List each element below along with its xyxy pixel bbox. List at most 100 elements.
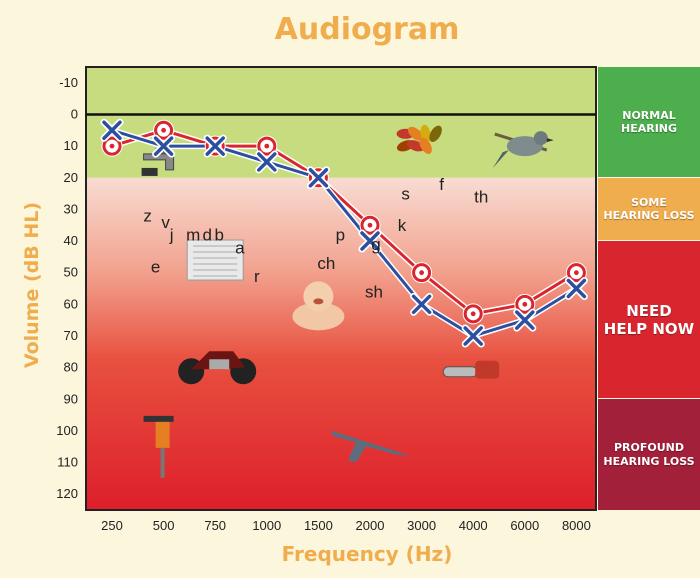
hearing-band-2: NEED HELP NOW <box>598 241 700 399</box>
circle-marker <box>205 136 225 156</box>
x-marker <box>102 120 122 141</box>
circle-marker-dot <box>161 127 167 133</box>
illustrations-layer <box>141 124 554 478</box>
x-tick-label: 250 <box>101 518 123 533</box>
x-marker <box>360 231 380 251</box>
speech-sound-z: z <box>143 207 152 226</box>
baby-head <box>303 281 334 312</box>
plot-frame <box>85 66 597 511</box>
circle-marker-dot <box>574 270 579 276</box>
circle-marker <box>102 136 122 156</box>
x-tick-label: 1500 <box>304 518 333 533</box>
jackhammer-icon <box>143 415 174 478</box>
ac-body <box>186 239 244 281</box>
speech-sound-k: k <box>398 216 407 235</box>
speech-sound-th: th <box>474 188 488 207</box>
circle-marker-dot <box>470 311 476 317</box>
jackhammer-body <box>155 421 170 448</box>
hearing-band-1: SOME HEARING LOSS <box>598 177 700 241</box>
baby-mouth <box>313 298 324 305</box>
circle-marker-dot <box>367 222 373 228</box>
y-tick-label: 0 <box>71 106 78 121</box>
y-tick-label: 40 <box>64 233 78 248</box>
y-tick-label: 20 <box>64 170 78 185</box>
y-tick-label: 50 <box>64 265 78 280</box>
speech-sound-a: a <box>235 238 245 257</box>
y-tick-label: 80 <box>64 360 78 375</box>
hearing-band-label: SOME <box>631 195 667 209</box>
faucet-base <box>141 167 158 176</box>
x-marker <box>257 152 277 172</box>
plot-zone-1 <box>86 177 596 510</box>
speech-sounds-layer: z vj m d ba e r p kg ch sh f s th <box>143 175 488 302</box>
speech-sound-b: b <box>214 226 223 245</box>
speech-sound-v: v <box>161 213 170 232</box>
bird-icon <box>492 131 554 169</box>
air-conditioner-icon <box>186 239 244 281</box>
x-marker <box>463 326 483 346</box>
x-tick-label: 6000 <box>510 518 539 533</box>
bird-head <box>533 131 548 146</box>
baby-body <box>292 302 345 331</box>
jackhammer-bit <box>160 447 165 478</box>
bird-beak <box>546 138 554 143</box>
y-tick-label: 90 <box>64 391 78 406</box>
circle-marker <box>566 263 586 283</box>
motorcycle-icon <box>178 351 257 385</box>
speech-sound-r: r <box>254 267 260 286</box>
x-tick-label: 2000 <box>356 518 385 533</box>
y-tick-label: -10 <box>59 75 78 90</box>
y-tick-label: 60 <box>64 296 78 311</box>
bird-tail <box>492 150 509 169</box>
circle-marker <box>308 168 328 188</box>
circle-marker <box>412 263 432 283</box>
hearing-band-label: NEED <box>626 301 672 320</box>
circle-marker <box>257 136 277 156</box>
leaves-icon <box>396 124 442 154</box>
engine <box>209 359 230 370</box>
speech-sound-sh: sh <box>365 283 383 302</box>
leaf <box>419 137 432 154</box>
baby-icon <box>292 281 345 331</box>
y-axis-label: Volume (dB HL) <box>21 201 43 369</box>
y-tick-label: 10 <box>64 138 78 153</box>
circle-marker <box>515 294 535 314</box>
jet-body <box>330 430 410 463</box>
bird-body <box>506 136 543 157</box>
circle-marker-dot <box>419 270 424 276</box>
hearing-band-label: PROFOUND <box>613 441 685 455</box>
chainsaw-body <box>475 360 500 379</box>
circle-marker-dot <box>109 143 115 149</box>
speech-sound-d: d <box>202 226 211 245</box>
y-tick-label: 120 <box>56 486 78 501</box>
x-marker <box>566 278 587 299</box>
x-marker <box>153 136 174 156</box>
x-marker <box>205 136 225 156</box>
x-tick-label: 1000 <box>252 518 281 533</box>
hearing-band-label: NORMAL <box>622 108 676 122</box>
x-marker <box>308 168 329 188</box>
plot-background <box>85 66 597 511</box>
x-marker <box>411 294 432 315</box>
speech-sound-p: p <box>336 226 345 245</box>
series-line-1 <box>111 128 578 338</box>
x-tick-label: 4000 <box>459 518 488 533</box>
series-line-0 <box>111 128 578 316</box>
x-tick-label: 500 <box>153 518 175 533</box>
speech-sound-m: m <box>186 226 200 245</box>
circle-marker-dot <box>264 143 270 149</box>
circle-marker-dot <box>522 301 528 307</box>
speech-sound-j: j <box>169 226 174 245</box>
series-layer <box>100 118 588 348</box>
hearing-band-label: HELP NOW <box>603 319 695 338</box>
speech-sound-s: s <box>401 185 410 204</box>
x-tick-label: 3000 <box>407 518 436 533</box>
hearing-band-label: HEARING LOSS <box>603 454 695 468</box>
circle-marker <box>463 304 483 324</box>
jet-icon <box>330 430 410 463</box>
speech-sound-ch: ch <box>317 254 335 273</box>
x-tick-label: 750 <box>204 518 226 533</box>
hearing-band-label: HEARING <box>620 121 678 135</box>
hearing-band-0: NORMAL HEARING <box>598 67 700 177</box>
circle-marker <box>360 215 380 235</box>
